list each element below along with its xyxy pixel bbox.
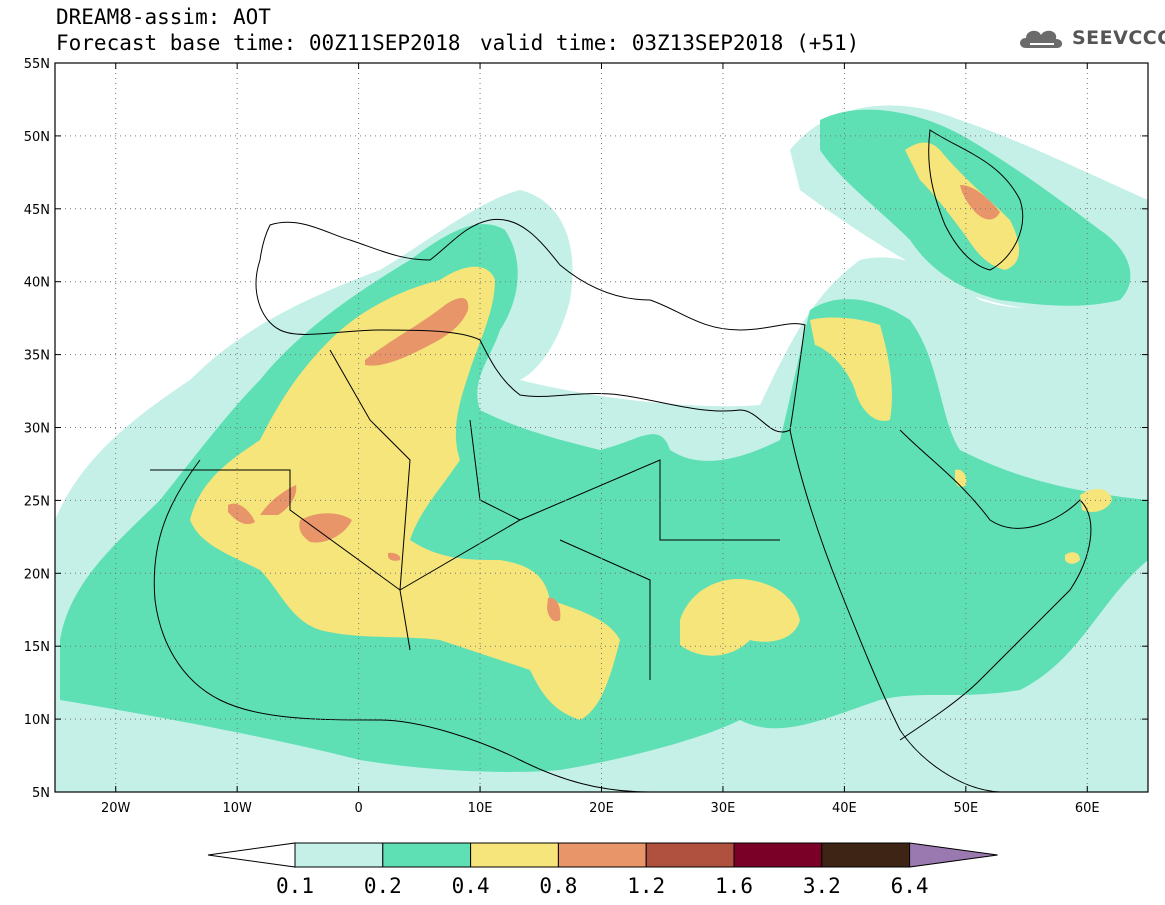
x-tick-label: 30E — [711, 801, 736, 816]
y-tick-label: 40N — [24, 276, 50, 291]
x-tick-label: 0 — [354, 801, 362, 816]
y-tick-label: 5N — [32, 786, 50, 801]
colorbar-swatch — [821, 842, 911, 868]
y-tick-label: 55N — [24, 57, 50, 72]
aot-level-0.8 — [228, 185, 1000, 622]
colorbar-under-arrow — [207, 842, 296, 868]
colorbar-label: 1.6 — [715, 874, 753, 898]
x-tick-label: 10W — [222, 801, 252, 816]
colorbar-over-arrow — [909, 842, 998, 868]
aot-fields — [55, 105, 1148, 792]
colorbar-swatch — [733, 842, 823, 868]
x-tick-label: 20W — [101, 801, 131, 816]
y-tick-label: 45N — [24, 203, 50, 218]
logo-text: SEEVCCC — [1072, 27, 1165, 49]
gridlines — [55, 63, 1148, 792]
colorbar-swatch — [557, 842, 647, 868]
aot-level-0.4 — [190, 142, 1112, 720]
colorbar-swatch — [470, 842, 559, 868]
colorbar-label: 0.8 — [539, 874, 577, 898]
cloud-icon — [1020, 30, 1063, 48]
map-title: DREAM8-assim: AOT — [56, 5, 271, 29]
colorbar-label: 3.2 — [803, 874, 841, 898]
x-tick-label: 60E — [1075, 801, 1100, 816]
x-tick-label: 20E — [589, 801, 614, 816]
colorbar-label: 0.4 — [452, 874, 490, 898]
y-tick-label: 20N — [24, 567, 50, 582]
seevccc-logo: SEEVCCC — [1016, 24, 1165, 52]
y-tick-label: 25N — [24, 494, 50, 509]
x-axis-ticks: 20W 10W 0 10E 20E 30E 40E 50E 60E — [101, 63, 1100, 816]
colorbar-swatch — [294, 842, 384, 868]
y-axis-ticks: 55N 50N 45N 40N 35N 30N 25N 20N 15N 10N 5N — [24, 57, 1148, 801]
colorbar: 0.1 0.2 0.4 0.8 1.2 1.6 3.2 6.4 — [207, 842, 998, 898]
x-tick-label: 40E — [832, 801, 857, 816]
y-tick-label: 10N — [24, 713, 50, 728]
x-tick-label: 10E — [468, 801, 493, 816]
valid-time: valid time: 03Z13SEP2018 (+51) — [480, 31, 860, 55]
colorbar-label: 0.2 — [364, 874, 402, 898]
coastlines — [150, 129, 1092, 792]
y-tick-label: 15N — [24, 640, 50, 655]
colorbar-label: 1.2 — [627, 874, 665, 898]
y-tick-label: 50N — [24, 130, 50, 145]
colorbar-swatch — [645, 842, 735, 868]
y-tick-label: 30N — [24, 422, 50, 437]
colorbar-swatch — [382, 842, 472, 868]
x-tick-label: 50E — [953, 801, 978, 816]
y-tick-label: 35N — [24, 349, 50, 364]
forecast-base-time: Forecast base time: 00Z11SEP2018 — [56, 31, 461, 55]
colorbar-label: 0.1 — [276, 874, 314, 898]
colorbar-label: 6.4 — [891, 874, 929, 898]
